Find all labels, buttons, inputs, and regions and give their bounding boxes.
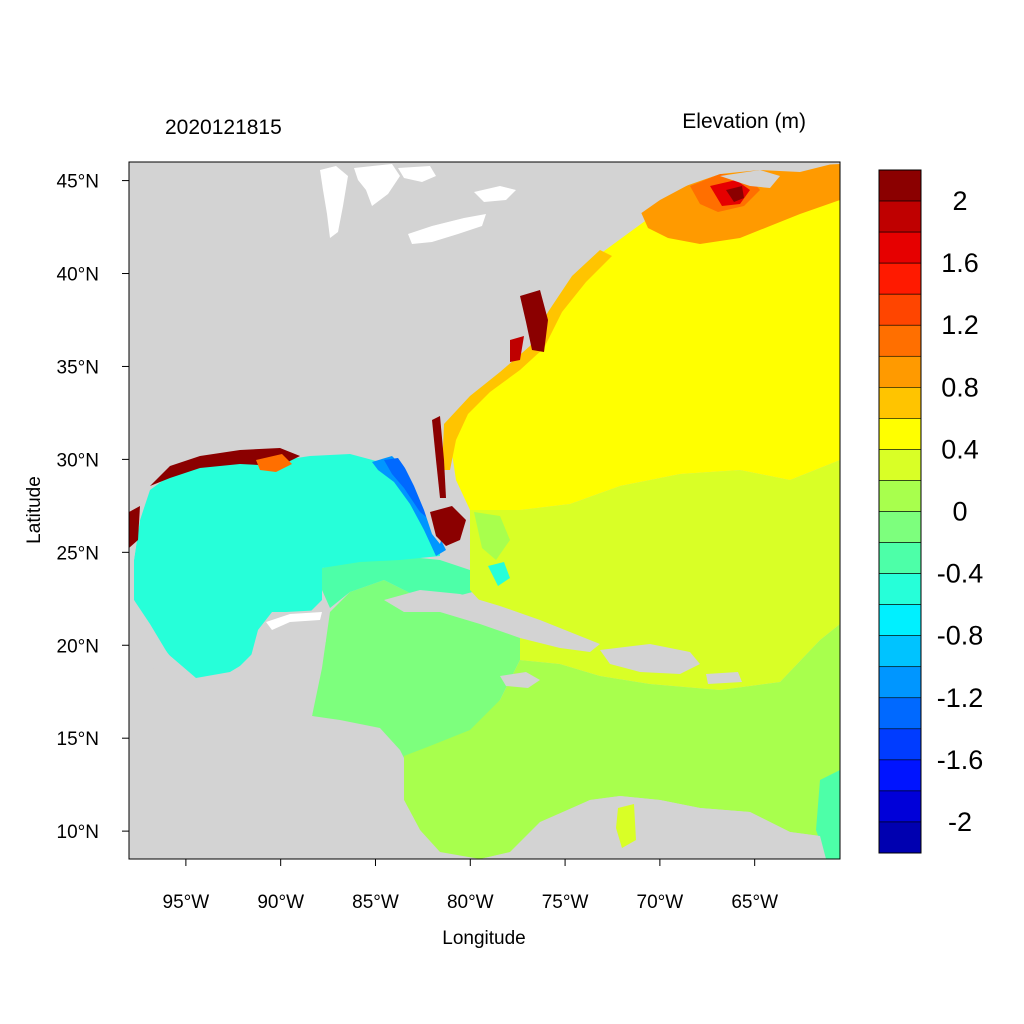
colorbar-label: 0.4: [941, 434, 979, 464]
y-axis: 45°N 40°N 35°N 30°N 25°N 20°N 15°N 10°N: [57, 172, 129, 843]
colorbar-label: 1.6: [941, 248, 979, 278]
colorbar-label: -0.4: [937, 559, 984, 589]
colorbar-label: 2: [952, 186, 967, 216]
map-area: [129, 162, 840, 859]
lake-maracaibo: [616, 804, 636, 848]
florida-west-low: [372, 456, 446, 556]
colorbar-swatch: [878, 387, 922, 419]
colorbar-swatch: [878, 790, 922, 823]
colorbar-label: 0.8: [941, 372, 979, 402]
colorbar-swatch: [878, 200, 922, 233]
y-tick-label: 15°N: [57, 729, 99, 750]
colorbar-swatch: [878, 728, 922, 761]
colorbar-swatch: [878, 635, 922, 668]
x-tick-label: 90°W: [257, 892, 304, 913]
x-tick-label: 65°W: [731, 892, 778, 913]
colorbar-swatch: [878, 666, 922, 699]
colorbar-label: -1.2: [937, 683, 984, 713]
colorbar-frame: [878, 169, 922, 854]
gulf-of-mexico: [134, 454, 440, 678]
lesser-antilles-edge: [816, 770, 840, 859]
colorbar-label: -0.8: [937, 621, 984, 651]
jamaica: [500, 672, 540, 688]
lake-erie: [408, 214, 486, 244]
lake-ontario: [474, 186, 516, 202]
florida-east-strip: [432, 416, 446, 498]
x-axis-title: Longitude: [442, 928, 525, 949]
variable-title: Elevation (m): [682, 110, 806, 133]
y-tick-label: 30°N: [57, 450, 99, 471]
colorbar-swatch: [878, 480, 922, 512]
y-tick-label: 25°N: [57, 543, 99, 564]
x-tick-label: 95°W: [163, 892, 210, 913]
central-america: [129, 610, 440, 859]
florida-west-lower: [384, 458, 430, 520]
x-tick-label: 75°W: [542, 892, 589, 913]
caribbean-sea-west: [312, 580, 520, 770]
pamlico-sound: [510, 336, 524, 362]
nova-scotia: [720, 170, 780, 188]
bahamas-bank: [474, 512, 510, 560]
new-england: [600, 162, 840, 246]
y-tick-label: 40°N: [57, 265, 99, 286]
x-axis: 95°W 90°W 85°W 80°W 75°W 70°W 65°W: [163, 859, 778, 913]
colorbar-swatch: [878, 449, 922, 481]
fundy-head: [726, 186, 744, 202]
georgian-bay: [398, 166, 436, 182]
western-atlantic: [450, 164, 840, 510]
y-tick-label: 10°N: [57, 822, 99, 843]
lake-huron: [354, 164, 400, 206]
colorbar-swatch: [878, 293, 922, 326]
yucatan-coast-white: [266, 612, 322, 630]
colorbar-label: -2: [948, 807, 972, 837]
puerto-rico: [706, 672, 742, 684]
gulf-coast-marsh: [150, 448, 300, 486]
colorbar-swatch: [878, 169, 922, 202]
y-tick-label: 45°N: [57, 172, 99, 193]
colorbar-label: -1.6: [937, 745, 984, 775]
x-tick-label: 80°W: [447, 892, 494, 913]
y-axis-title: Latitude: [24, 476, 45, 544]
map-frame: [128, 161, 841, 860]
y-tick-label: 35°N: [57, 357, 99, 378]
colorbar: 2 1.6 1.2 0.8 0.4 0 -0.4 -0.8 -1.2 -1.6 -2: [878, 169, 984, 854]
colorbar-swatch: [878, 542, 922, 574]
colorbar-swatch: [878, 231, 922, 264]
colorbar-swatch: [878, 511, 922, 543]
chesapeake-flooding: [520, 290, 548, 352]
east-coast-band: [442, 250, 612, 470]
timestamp-title: 2020121815: [165, 116, 282, 139]
colorbar-swatch: [878, 821, 922, 854]
colorbar-label: 0: [952, 497, 967, 527]
lake-michigan: [320, 166, 348, 238]
south-florida-surge: [430, 506, 466, 546]
mississippi-delta: [256, 454, 292, 472]
hispaniola: [600, 644, 700, 674]
colorbar-swatch: [878, 324, 922, 357]
colorbar-swatch: [878, 418, 922, 450]
cuba: [384, 590, 600, 652]
colorbar-swatch: [878, 262, 922, 295]
y-tick-label: 20°N: [57, 636, 99, 657]
colorbar-swatch: [878, 604, 922, 636]
mexico-coast: [129, 488, 196, 680]
colorbar-swatch: [878, 573, 922, 605]
colorbar-swatch: [878, 355, 922, 388]
colorbar-swatch: [878, 759, 922, 792]
bahamas-tongue: [488, 562, 510, 586]
colorbar-swatch: [878, 697, 922, 730]
colorbar-label: 1.2: [941, 310, 979, 340]
texas-coast-flood: [129, 506, 140, 548]
x-tick-label: 85°W: [352, 892, 399, 913]
x-tick-label: 70°W: [637, 892, 684, 913]
